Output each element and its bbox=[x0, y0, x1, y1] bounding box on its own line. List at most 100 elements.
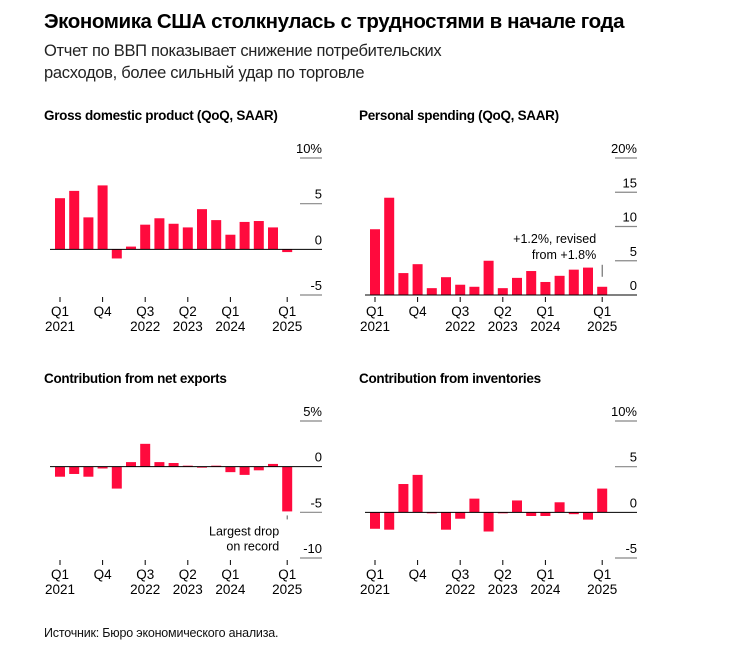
annotation-text: on record bbox=[226, 539, 279, 553]
bar bbox=[483, 260, 494, 295]
y-tick-label: 0 bbox=[630, 278, 637, 293]
y-tick-label: -5 bbox=[310, 495, 322, 510]
bar bbox=[597, 488, 608, 513]
y-tick-label: -5 bbox=[310, 278, 322, 293]
x-tick-label-year: 2022 bbox=[445, 582, 475, 597]
bar bbox=[253, 466, 264, 471]
x-tick-label: Q1 bbox=[221, 567, 239, 582]
chart-personal-spending: Personal spending (QoQ, SAAR) 20% 15 10 5 0 Q… bbox=[359, 108, 659, 338]
bar bbox=[168, 223, 179, 250]
x-tick-label-year: 2023 bbox=[173, 582, 203, 597]
bar bbox=[370, 512, 380, 529]
bar bbox=[441, 512, 451, 530]
bar bbox=[111, 466, 122, 489]
bar bbox=[69, 466, 80, 474]
bar bbox=[568, 512, 579, 515]
bar bbox=[211, 220, 222, 250]
x-tick-label-year: 2023 bbox=[488, 582, 518, 597]
bar bbox=[583, 267, 593, 295]
bar bbox=[83, 217, 94, 250]
bar bbox=[225, 466, 236, 473]
x-tick-label-year: 2025 bbox=[272, 319, 302, 334]
bar bbox=[55, 198, 65, 250]
bar bbox=[540, 512, 551, 516]
x-tick-label: Q1 bbox=[278, 304, 296, 319]
x-tick-label-year: 2023 bbox=[488, 319, 518, 334]
chart-inventories: Contribution from inventories 10% 5 0 -5 Q1 2… bbox=[359, 371, 659, 601]
bar bbox=[126, 246, 136, 250]
bar bbox=[568, 269, 579, 295]
x-tick-label-year: 2021 bbox=[45, 582, 75, 597]
y-tick-label: -5 bbox=[625, 541, 637, 556]
bar bbox=[154, 218, 165, 250]
x-tick-label: Q1 bbox=[536, 567, 554, 582]
y-tick-label: 20% bbox=[611, 141, 637, 156]
x-tick-label-year: 2021 bbox=[45, 319, 75, 334]
x-tick-label: Q3 bbox=[451, 304, 469, 319]
bar bbox=[69, 190, 80, 250]
x-tick-label: Q1 bbox=[593, 304, 611, 319]
bar bbox=[469, 286, 480, 295]
bar bbox=[239, 221, 250, 250]
x-tick-label: Q4 bbox=[94, 304, 113, 319]
bar bbox=[370, 229, 380, 295]
bar bbox=[426, 288, 437, 295]
chart-title: Personal spending (QoQ, SAAR) bbox=[359, 108, 559, 123]
y-tick-label: 0 bbox=[315, 232, 322, 247]
x-tick-label: Q1 bbox=[536, 304, 554, 319]
x-tick-label-year: 2024 bbox=[215, 319, 246, 334]
bar bbox=[526, 271, 537, 295]
bar bbox=[97, 466, 108, 469]
x-tick-label-year: 2024 bbox=[530, 319, 561, 334]
bar bbox=[211, 465, 222, 467]
x-tick-label: Q1 bbox=[51, 304, 69, 319]
bar bbox=[554, 275, 565, 295]
bar bbox=[126, 462, 136, 467]
page-title: Экономика США столкнулась с трудностями … bbox=[44, 10, 625, 33]
bar bbox=[168, 463, 179, 467]
bar bbox=[455, 512, 466, 519]
bar bbox=[384, 512, 395, 530]
x-tick-label: Q3 bbox=[136, 304, 154, 319]
x-tick-label-year: 2025 bbox=[272, 582, 302, 597]
y-tick-label: 10% bbox=[611, 404, 637, 419]
x-tick-label-year: 2022 bbox=[445, 319, 475, 334]
bar bbox=[140, 443, 151, 467]
bar bbox=[268, 463, 278, 467]
bar bbox=[253, 221, 264, 250]
y-tick-label: -10 bbox=[303, 541, 322, 556]
y-tick-label: 0 bbox=[315, 450, 322, 465]
y-tick-label: 15 bbox=[623, 175, 637, 190]
bar bbox=[412, 264, 423, 295]
x-tick-label-year: 2021 bbox=[360, 319, 390, 334]
bar bbox=[497, 288, 508, 295]
chart-title: Contribution from net exports bbox=[44, 371, 227, 386]
x-tick-label: Q3 bbox=[136, 567, 154, 582]
y-tick-label: 5 bbox=[315, 187, 322, 202]
x-tick-label-year: 2025 bbox=[587, 582, 617, 597]
x-tick-label-year: 2024 bbox=[530, 582, 561, 597]
bar bbox=[512, 500, 522, 513]
x-tick-label: Q4 bbox=[409, 567, 428, 582]
y-tick-label: 0 bbox=[630, 495, 637, 510]
x-tick-label-year: 2021 bbox=[360, 582, 390, 597]
bar bbox=[398, 484, 409, 513]
bar bbox=[554, 502, 565, 513]
annotation-text: from +1.8% bbox=[532, 248, 596, 262]
x-tick-label-year: 2022 bbox=[130, 582, 160, 597]
x-tick-label-year: 2022 bbox=[130, 319, 160, 334]
x-tick-label: Q3 bbox=[451, 567, 469, 582]
y-tick-label: 10% bbox=[296, 141, 322, 156]
x-tick-label: Q1 bbox=[366, 567, 384, 582]
annotation-text: Largest drop bbox=[209, 524, 279, 538]
bar bbox=[469, 498, 480, 513]
bar bbox=[55, 466, 65, 477]
chart-gdp: Gross domestic product (QoQ, SAAR) 10% 5 0… bbox=[44, 108, 344, 338]
bar bbox=[597, 286, 608, 295]
bar bbox=[154, 462, 165, 467]
page-subtitle: Отчет по ВВП показывает снижение потреби… bbox=[44, 42, 442, 82]
x-tick-label-year: 2023 bbox=[173, 319, 203, 334]
x-tick-label: Q1 bbox=[51, 567, 69, 582]
bar bbox=[441, 277, 451, 295]
